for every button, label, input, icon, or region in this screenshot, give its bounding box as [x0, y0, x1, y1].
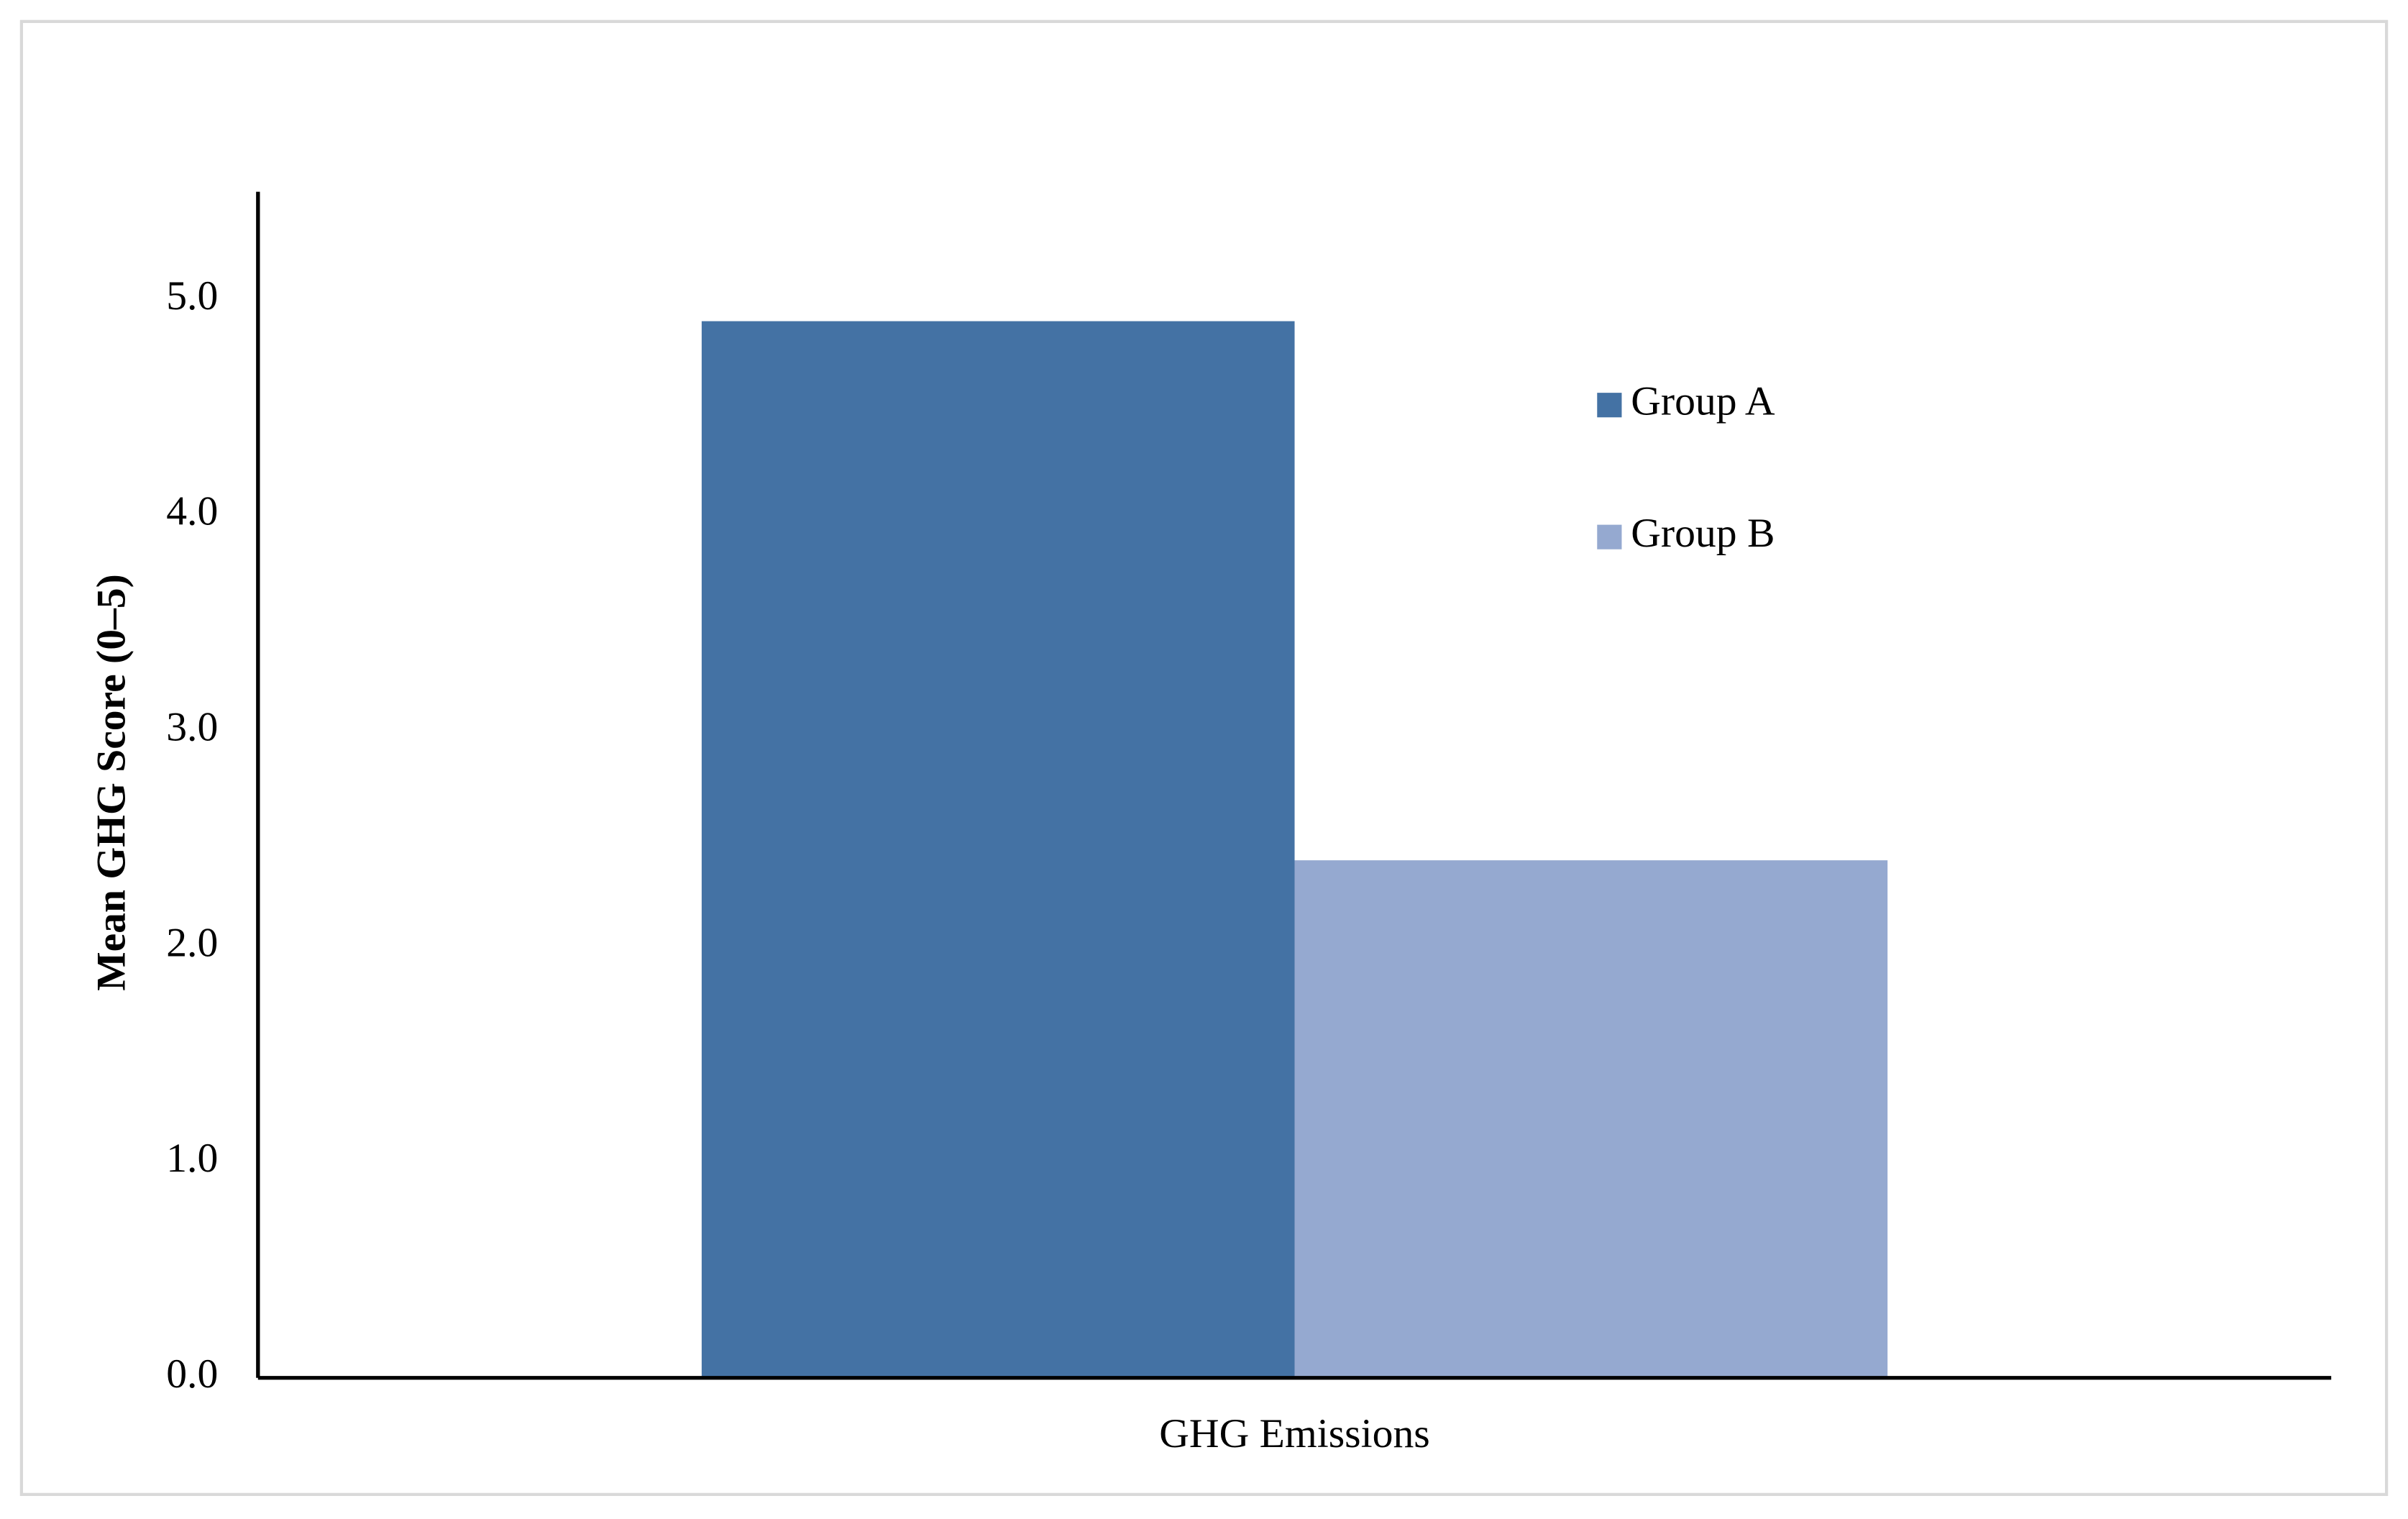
- legend-label: Group B: [1631, 511, 1775, 556]
- y-axis-title: Mean GHG Score (0–5): [88, 574, 134, 991]
- legend-label: Group A: [1631, 378, 1775, 424]
- legend-swatch: [1597, 393, 1622, 418]
- y-tick-label: 1.0: [166, 1136, 218, 1181]
- y-tick-label: 0.0: [166, 1351, 218, 1397]
- bar: [701, 321, 1295, 1378]
- y-tick-label: 4.0: [166, 489, 218, 534]
- bar: [1294, 860, 1888, 1378]
- legend-swatch: [1597, 524, 1622, 549]
- y-tick-label: 5.0: [166, 273, 218, 319]
- y-tick-label: 2.0: [166, 920, 218, 965]
- x-tick-label: GHG Emissions: [1159, 1411, 1429, 1456]
- y-tick-label: 3.0: [166, 704, 218, 749]
